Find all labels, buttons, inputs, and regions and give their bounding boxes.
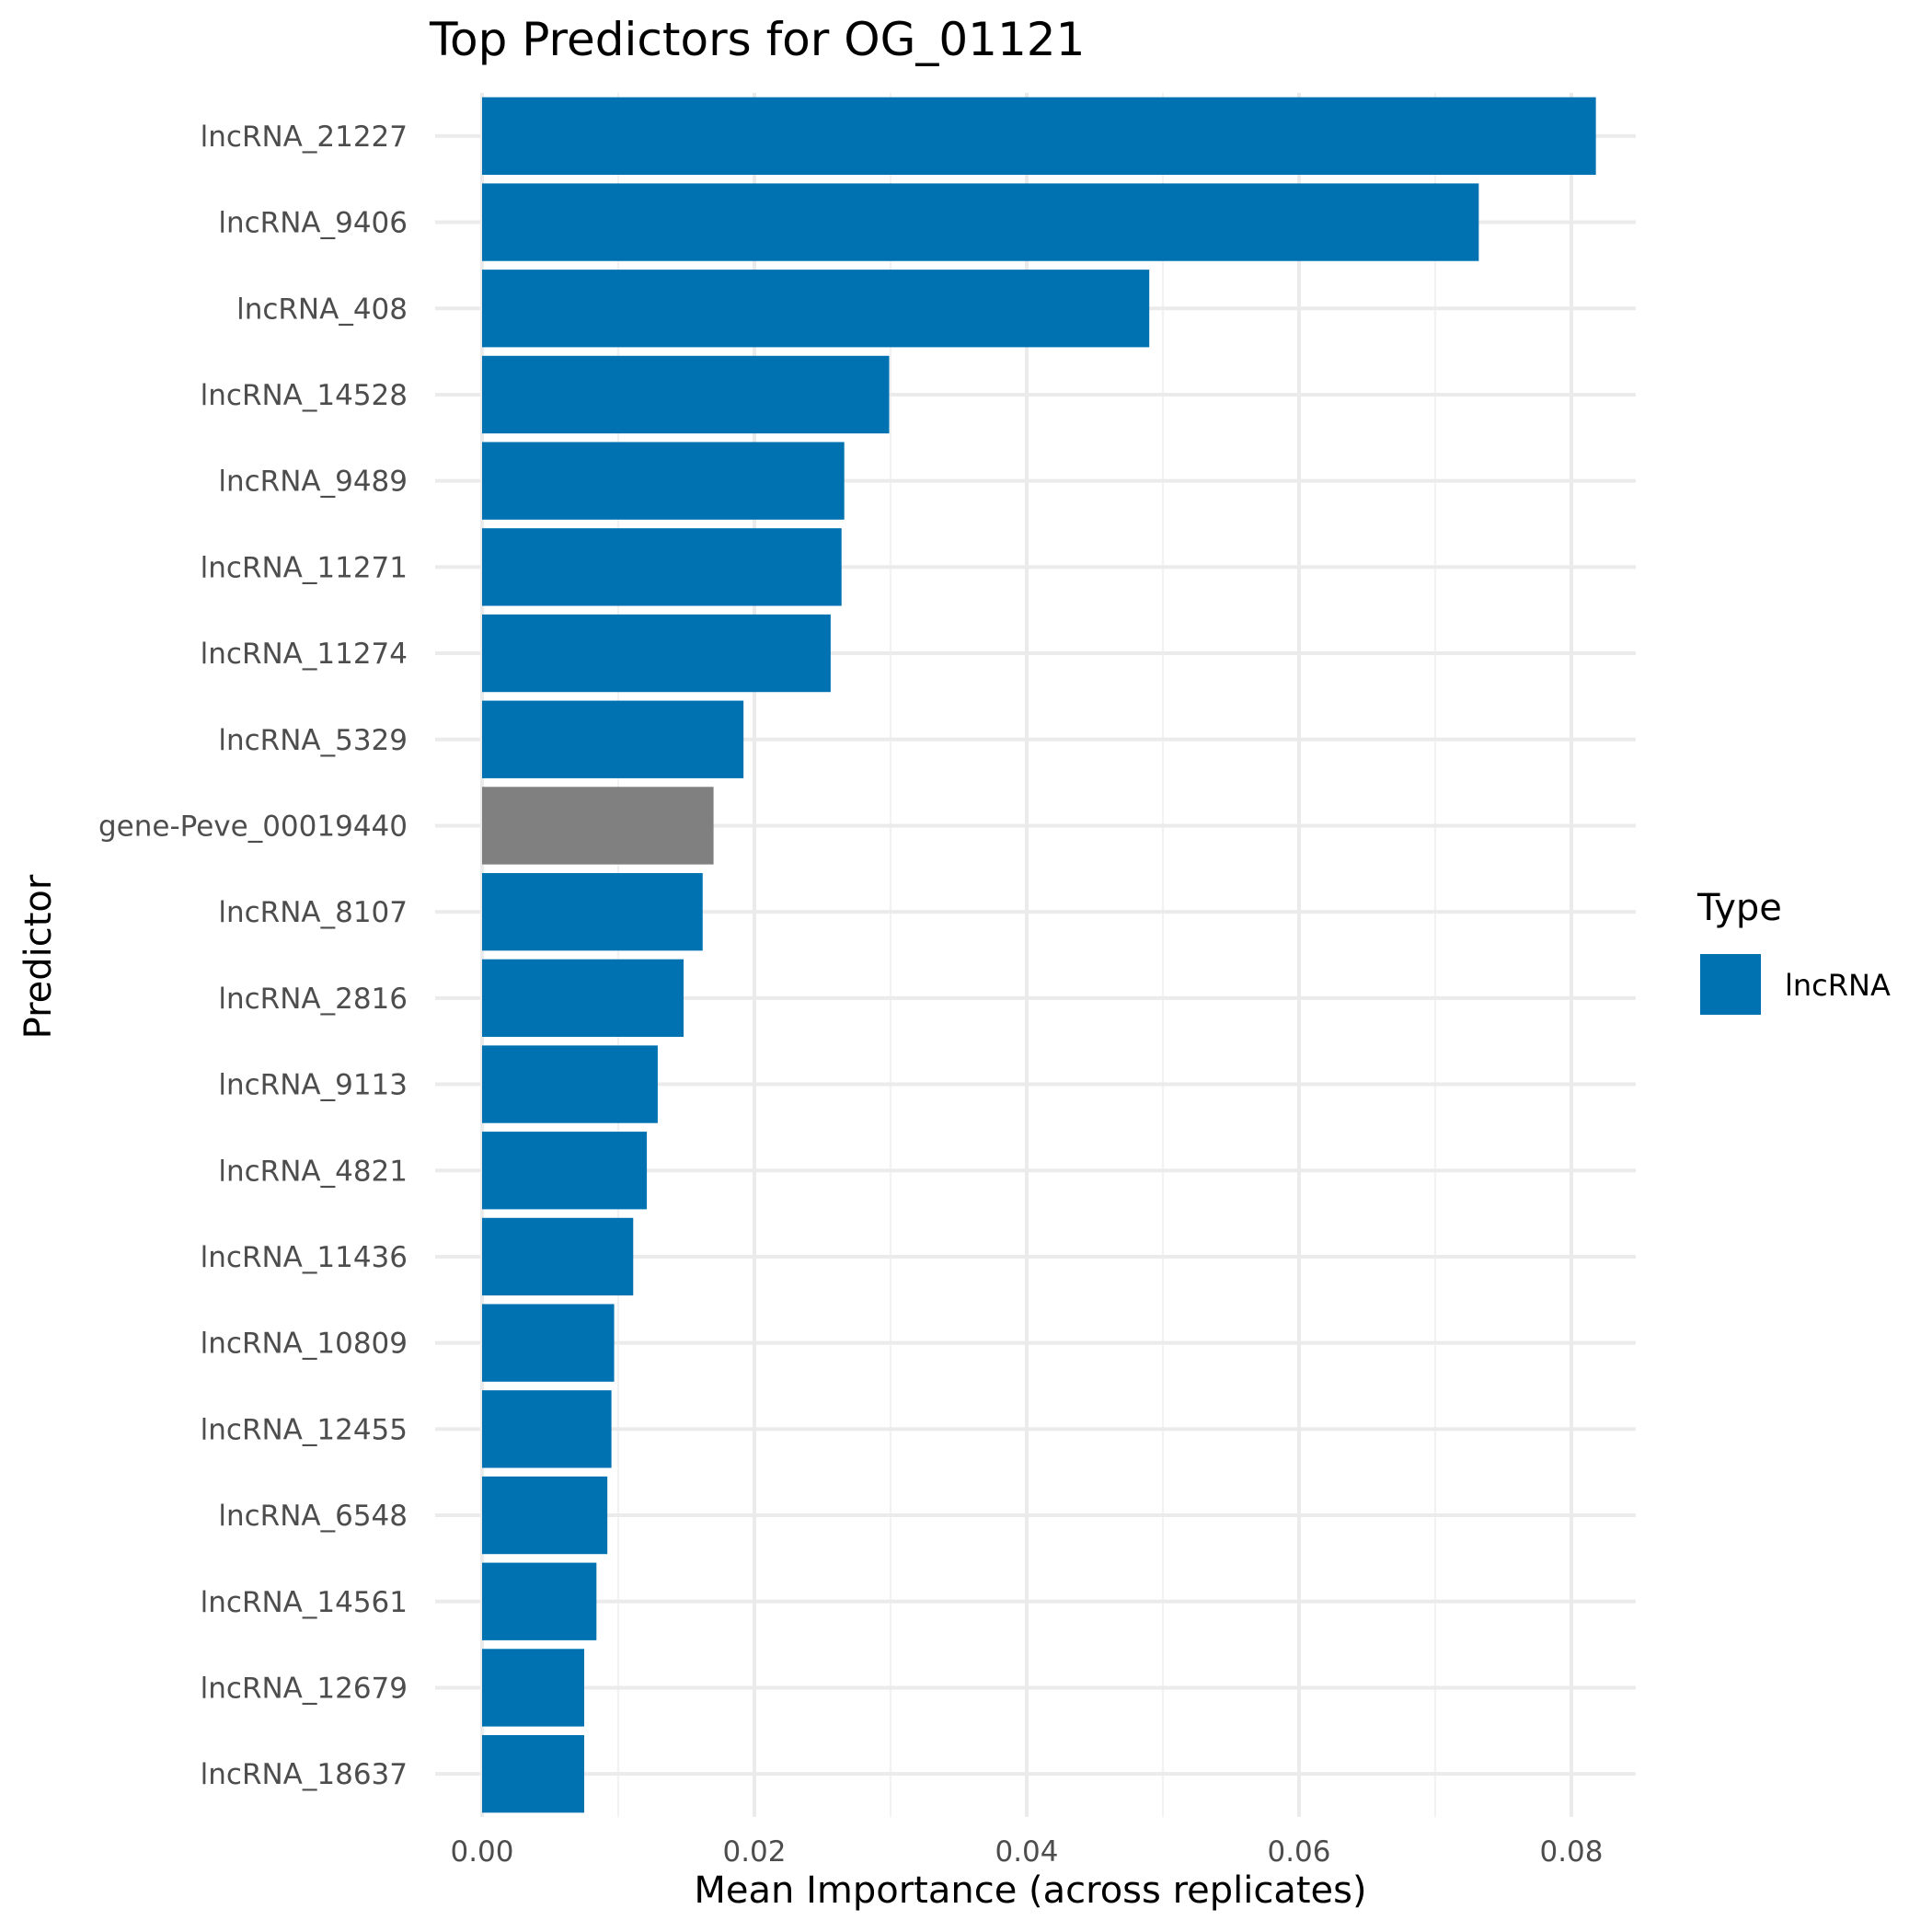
- y-tick-label: lncRNA_11271: [201, 551, 408, 584]
- bar-lncRNA_14528: [482, 355, 890, 434]
- bars: [482, 97, 1596, 1813]
- grid-lines: [435, 93, 1636, 1817]
- y-tick-label: lncRNA_14561: [201, 1586, 408, 1619]
- y-tick-label: lncRNA_11274: [201, 638, 408, 671]
- bar-lncRNA_14561: [482, 1562, 597, 1640]
- y-tick-label: lncRNA_5329: [218, 724, 408, 757]
- legend-key-lncrna: [1700, 954, 1761, 1015]
- y-tick-label: lncRNA_12679: [201, 1672, 408, 1705]
- legend-label-lncrna: lncRNA: [1785, 968, 1891, 1003]
- y-tick-label: lncRNA_9113: [218, 1069, 408, 1102]
- x-tick-label: 0.04: [995, 1835, 1058, 1869]
- bar-lncRNA_21227: [482, 97, 1596, 176]
- y-tick-label: lncRNA_12455: [201, 1413, 408, 1446]
- y-tick-label: lncRNA_10809: [201, 1328, 408, 1361]
- y-tick-labels: lncRNA_21227 lncRNA_9406 lncRNA_408 lncRNA_…: [98, 121, 408, 1791]
- y-tick-label: lncRNA_8107: [218, 896, 408, 929]
- bar-lncRNA_2816: [482, 959, 684, 1038]
- bar-lncRNA_11436: [482, 1217, 634, 1296]
- x-tick-label: 0.08: [1539, 1835, 1603, 1869]
- y-tick-label: gene-Peve_00019440: [98, 810, 408, 843]
- y-tick-label: lncRNA_21227: [201, 121, 408, 154]
- y-tick-label: lncRNA_4821: [218, 1155, 408, 1188]
- y-tick-label: lncRNA_11436: [201, 1241, 408, 1274]
- y-tick-label: lncRNA_408: [236, 293, 408, 326]
- x-tick-label: 0.06: [1267, 1835, 1330, 1869]
- bar-gene-Peve_00019440: [482, 787, 714, 865]
- bar-lncRNA_11274: [482, 614, 831, 693]
- y-tick-label: lncRNA_6548: [218, 1500, 408, 1533]
- y-tick-label: lncRNA_14528: [201, 379, 408, 412]
- y-tick-label: lncRNA_9406: [218, 207, 408, 240]
- bar-lncRNA_18637: [482, 1734, 584, 1813]
- bar-lncRNA_408: [482, 270, 1150, 348]
- y-axis-title: Predictor: [17, 874, 60, 1039]
- y-tick-label: lncRNA_2816: [218, 983, 408, 1016]
- x-tick-label: 0.02: [722, 1835, 786, 1869]
- bar-lncRNA_9113: [482, 1045, 658, 1123]
- legend: Type lncRNA: [1696, 887, 1891, 1015]
- bar-lncRNA_4821: [482, 1132, 648, 1210]
- legend-title: Type: [1696, 887, 1782, 929]
- x-axis-title: Mean Importance (across replicates): [694, 1869, 1366, 1912]
- y-tick-label: lncRNA_18637: [201, 1758, 408, 1791]
- bar-lncRNA_12679: [482, 1649, 584, 1727]
- bar-lncRNA_9406: [482, 183, 1479, 261]
- bar-lncRNA_6548: [482, 1476, 608, 1555]
- x-tick-labels: 0.00 0.02 0.04 0.06 0.08: [450, 1835, 1603, 1869]
- bar-lncRNA_5329: [482, 700, 744, 778]
- bar-lncRNA_8107: [482, 872, 703, 951]
- x-tick-label: 0.00: [450, 1835, 513, 1869]
- chart-title: Top Predictors for OG_01121: [429, 13, 1085, 66]
- bar-lncRNA_12455: [482, 1390, 612, 1468]
- bar-lncRNA_10809: [482, 1304, 615, 1382]
- bar-lncRNA_11271: [482, 528, 842, 606]
- bar-lncRNA_9489: [482, 442, 845, 520]
- y-tick-label: lncRNA_9489: [218, 466, 408, 499]
